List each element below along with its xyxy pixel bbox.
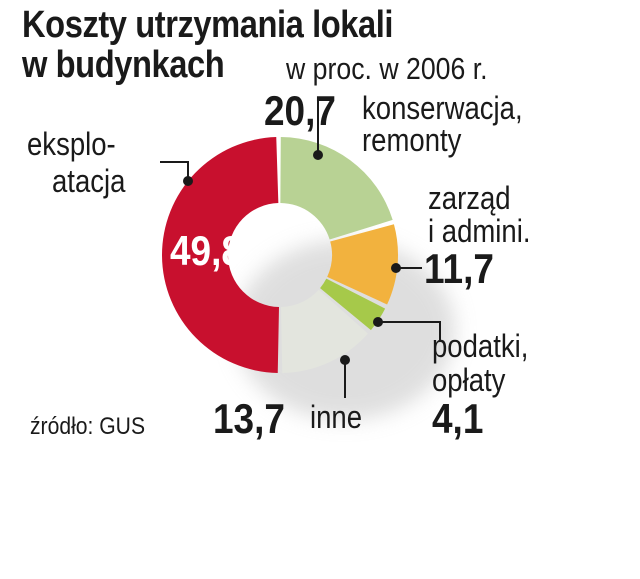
source-note: źródło: GUS [30, 413, 146, 440]
leader-dot-inne [340, 355, 350, 365]
category-label-konserwacja-line2: remonty [362, 122, 462, 158]
value-label-inne: 13,7 [213, 395, 285, 442]
category-label-zarzad-line2: i admini. [428, 213, 531, 249]
chart-subtitle: w proc. w 2006 r. [286, 51, 488, 86]
value-label-zarzad: 11,7 [424, 245, 494, 292]
chart-title-line2: w budynkach [22, 44, 225, 86]
leader-dot-eksploatacja [183, 176, 193, 186]
category-label-konserwacja-line1: konserwacja, [362, 90, 523, 126]
chart-title-line1: Koszty utrzymania lokali [22, 4, 394, 46]
donut-slice-eksploatacja [162, 137, 280, 373]
leader-dot-zarzad [391, 263, 401, 273]
category-label-eksploatacja-line2: atacja [52, 163, 126, 199]
category-label-podatki-line1: podatki, [432, 328, 529, 364]
category-label-podatki-line2: opłaty [432, 362, 506, 398]
value-label-konserwacja: 20,7 [264, 87, 336, 134]
value-label-eksploatacja: 49,8 [170, 227, 242, 274]
donut-slice-inne [280, 289, 368, 373]
leader-line-podatki [378, 321, 441, 340]
leader-line-eksploatacja [160, 161, 189, 181]
category-label-eksploatacja-line1: eksplo- [27, 126, 116, 162]
leader-dot-podatki [373, 317, 383, 327]
category-label-inne: inne [310, 399, 363, 435]
donut-slice-konserwacja [280, 137, 393, 240]
value-label-podatki: 4,1 [432, 395, 484, 442]
donut-slice-podatki [320, 278, 386, 331]
category-label-zarzad-line1: zarząd [428, 180, 511, 216]
donut-slice-zarzad [327, 224, 398, 305]
leader-dot-konserwacja [313, 150, 323, 160]
